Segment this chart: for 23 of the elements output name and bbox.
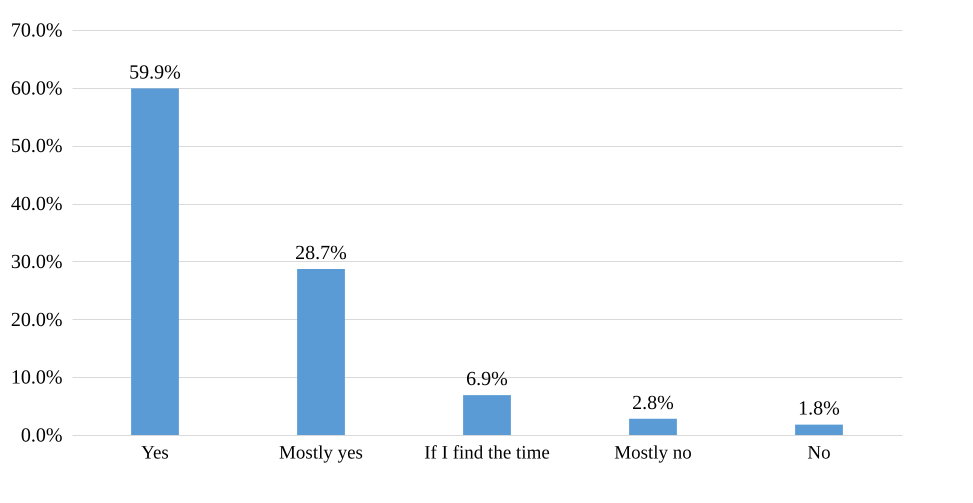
y-tick-label: 0.0%: [20, 424, 62, 446]
y-tick-label: 60.0%: [10, 77, 62, 100]
bar: [131, 88, 179, 435]
y-tick-label: 30.0%: [10, 250, 62, 273]
x-tick-label: Mostly no: [614, 442, 692, 464]
bar: [795, 424, 843, 435]
data-label: 1.8%: [798, 398, 840, 420]
data-label: 2.8%: [632, 392, 674, 414]
data-label: 28.7%: [295, 242, 347, 264]
x-tick-label: No: [807, 442, 831, 464]
bar: [463, 395, 511, 435]
bar: [297, 268, 345, 435]
bar: [629, 418, 677, 435]
data-label: 59.9%: [129, 61, 181, 84]
y-tick-label: 20.0%: [10, 308, 62, 331]
data-label: 6.9%: [466, 368, 508, 390]
x-tick-label: Mostly yes: [279, 442, 363, 464]
y-tick-label: 10.0%: [10, 366, 62, 389]
x-tick-label: Yes: [141, 442, 169, 464]
x-tick-label: If I find the time: [424, 442, 550, 464]
y-tick-label: 40.0%: [10, 193, 62, 216]
y-tick-label: 50.0%: [10, 135, 62, 158]
y-tick-label: 70.0%: [10, 20, 62, 42]
